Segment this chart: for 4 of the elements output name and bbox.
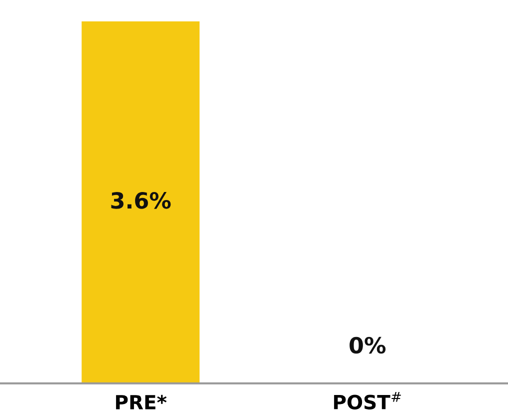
- data-label: 3.6%: [111, 192, 171, 209]
- data-label: 0%: [350, 336, 386, 354]
- x-tick-label: POST$^{#}$: [334, 392, 401, 410]
- x-tick-label: PRE*: [116, 394, 167, 410]
